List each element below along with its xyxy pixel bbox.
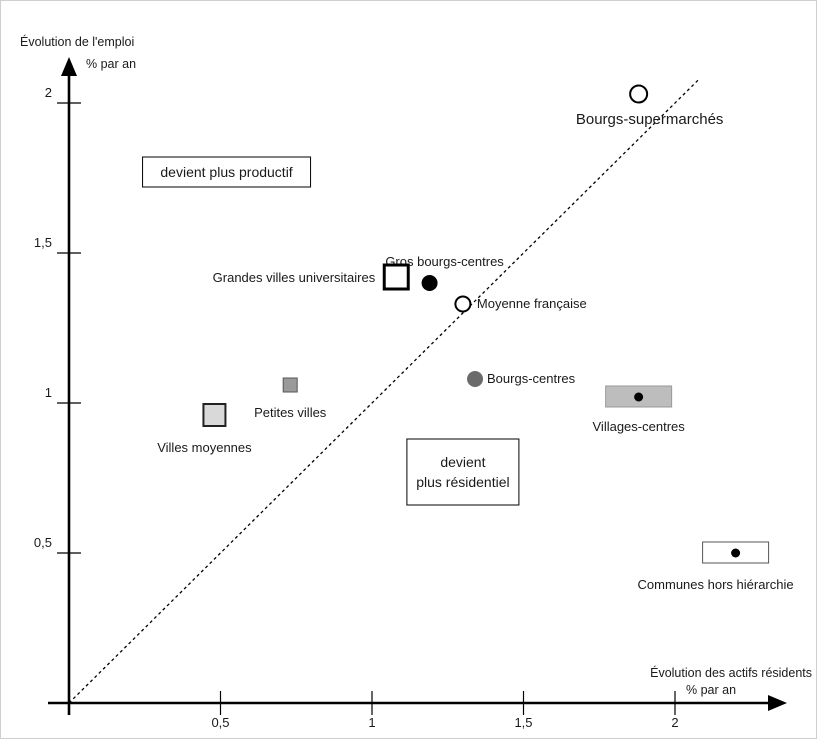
zone-box xyxy=(142,156,312,188)
point-marker xyxy=(202,403,227,427)
y-tick-label: 0,5 xyxy=(34,535,52,550)
zone-label: devient plus productif xyxy=(160,164,292,180)
zone-labels: devient plus productif devient plus réside… xyxy=(142,156,520,506)
point-marker xyxy=(467,371,484,387)
x-axis-unit: % par an xyxy=(686,683,736,697)
point-label: Petites villes xyxy=(254,405,327,420)
point-label: Grandes villes universitaires xyxy=(213,270,376,285)
point-dot xyxy=(634,392,644,402)
point-label: Communes hors hiérarchie xyxy=(638,577,794,592)
y-axis-title: Évolution de l'emploi xyxy=(20,34,134,49)
point-grandes-villes-universitaires: Grandes villes universitaires xyxy=(213,263,410,291)
y-ticks: 0,5 1 1,5 2 xyxy=(34,85,81,554)
point-marker xyxy=(629,84,649,104)
y-axis-arrow-icon xyxy=(61,57,77,76)
y-axis-unit: % par an xyxy=(86,57,136,71)
point-moyenne-francaise: Moyenne française xyxy=(454,295,587,313)
point-label: Bourgs-supermarchés xyxy=(576,111,724,128)
point-label: Gros bourgs-centres xyxy=(385,254,504,269)
point-marker xyxy=(382,263,410,291)
zone-label: plus résidentiel xyxy=(416,474,509,490)
reference-line xyxy=(68,78,700,704)
x-tick-label: 1 xyxy=(368,715,375,730)
data-points: Bourgs-supermarchés Gros bourgs-centres Gr… xyxy=(157,84,794,592)
y-tick-label: 1,5 xyxy=(34,235,52,250)
point-gros-bourgs-centres: Gros bourgs-centres xyxy=(385,254,504,291)
point-petites-villes: Petites villes xyxy=(254,377,327,420)
point-bourgs-centres: Bourgs-centres xyxy=(467,371,576,387)
point-villages-centres: Villages-centres xyxy=(593,385,686,434)
x-tick-label: 1,5 xyxy=(514,715,532,730)
point-label: Villages-centres xyxy=(593,419,686,434)
x-tick-label: 2 xyxy=(671,715,678,730)
x-ticks: 0,5 1 1,5 2 xyxy=(211,691,679,730)
point-villes-moyennes: Villes moyennes xyxy=(157,403,252,455)
x-tick-label: 0,5 xyxy=(211,715,229,730)
point-marker xyxy=(282,377,298,393)
point-marker xyxy=(421,275,438,291)
point-label: Villes moyennes xyxy=(157,440,252,455)
x-axis-title: Évolution des actifs résidents xyxy=(650,665,812,680)
zone-label: devient xyxy=(440,454,485,470)
point-marker xyxy=(454,295,472,313)
point-dot xyxy=(731,548,741,558)
point-bourgs-supermarches: Bourgs-supermarchés xyxy=(576,84,724,128)
point-communes-hors-hierarchie: Communes hors hiérarchie xyxy=(638,541,794,592)
y-tick-label: 2 xyxy=(45,85,52,100)
point-label: Moyenne française xyxy=(477,296,587,311)
point-label: Bourgs-centres xyxy=(487,371,576,386)
zone-box xyxy=(406,438,520,506)
y-tick-label: 1 xyxy=(45,385,52,400)
x-axis-arrow-icon xyxy=(768,695,787,711)
